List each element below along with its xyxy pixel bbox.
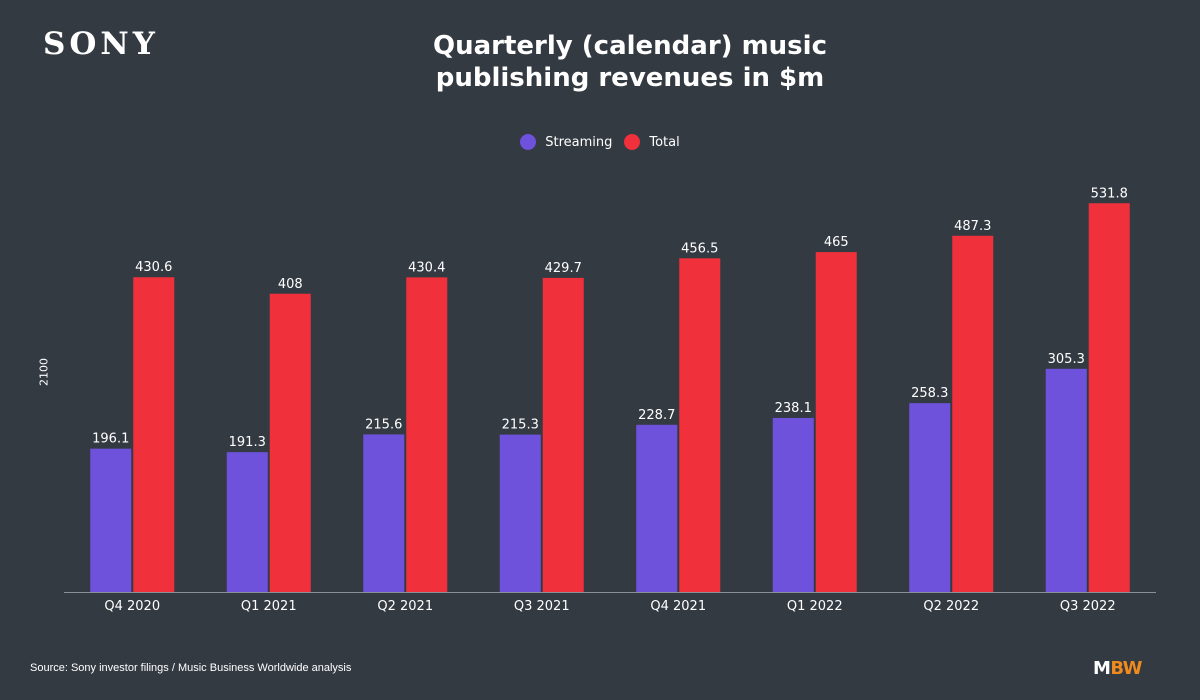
legend-marker-total — [624, 134, 641, 150]
data-label-total-0: 430.6 — [135, 260, 172, 275]
data-label-streaming-3: 215.3 — [502, 418, 539, 433]
bar-total-1[interactable] — [269, 293, 311, 592]
legend-label-streaming: Streaming — [545, 134, 613, 150]
data-label-total-5: 465 — [824, 235, 849, 250]
legend: Streaming Total — [0, 134, 1200, 150]
data-label-total-6: 487.3 — [954, 219, 991, 234]
bar-total-2[interactable] — [406, 277, 448, 592]
data-label-total-4: 456.5 — [681, 241, 718, 256]
sony-logo: SONY — [43, 26, 159, 62]
mbw-logo-m: M — [1093, 658, 1111, 679]
bar-streaming-3[interactable] — [499, 434, 541, 592]
data-label-streaming-2: 215.6 — [365, 417, 402, 432]
bar-streaming-1[interactable] — [226, 452, 268, 592]
data-label-total-2: 430.4 — [408, 260, 445, 275]
x-tick-label-3: Q3 2021 — [514, 599, 570, 614]
data-label-streaming-4: 228.7 — [638, 408, 675, 423]
x-tick-label-0: Q4 2020 — [104, 599, 160, 614]
data-label-total-1: 408 — [278, 277, 303, 292]
bar-total-0[interactable] — [133, 277, 175, 592]
mbw-logo: MBW — [1093, 658, 1143, 679]
bar-total-5[interactable] — [815, 252, 857, 592]
x-tick-label-4: Q4 2021 — [650, 599, 706, 614]
bar-streaming-2[interactable] — [363, 434, 405, 592]
bar-streaming-7[interactable] — [1045, 368, 1087, 592]
bar-streaming-0[interactable] — [90, 448, 132, 592]
x-tick-label-2: Q2 2021 — [377, 599, 433, 614]
legend-label-total: Total — [649, 134, 680, 150]
legend-item-streaming[interactable]: Streaming — [520, 134, 612, 150]
data-label-streaming-7: 305.3 — [1048, 352, 1085, 367]
data-label-streaming-6: 258.3 — [911, 386, 948, 401]
legend-marker-streaming — [520, 134, 537, 150]
chart-title: Quarterly (calendar) music publishing re… — [433, 31, 827, 93]
bar-total-6[interactable] — [952, 235, 994, 593]
bar-total-4[interactable] — [679, 258, 721, 592]
x-tick-label-1: Q1 2021 — [241, 599, 297, 614]
source-note: Source: Sony investor filings / Music Bu… — [30, 662, 352, 674]
bar-total-3[interactable] — [542, 277, 584, 592]
bar-streaming-5[interactable] — [772, 417, 814, 592]
data-label-total-7: 531.8 — [1091, 186, 1128, 201]
data-label-streaming-0: 196.1 — [92, 432, 129, 447]
x-tick-label-7: Q3 2022 — [1060, 599, 1116, 614]
mbw-logo-bw: BW — [1110, 658, 1143, 679]
data-label-streaming-1: 191.3 — [229, 435, 266, 450]
data-label-total-3: 429.7 — [545, 261, 582, 276]
x-tick-label-6: Q2 2022 — [923, 599, 979, 614]
legend-item-total[interactable]: Total — [624, 134, 680, 150]
bar-streaming-6[interactable] — [909, 403, 951, 592]
data-label-streaming-5: 238.1 — [775, 401, 812, 416]
bar-streaming-4[interactable] — [636, 424, 678, 592]
bar-total-7[interactable] — [1088, 203, 1130, 592]
x-tick-label-5: Q1 2022 — [787, 599, 843, 614]
